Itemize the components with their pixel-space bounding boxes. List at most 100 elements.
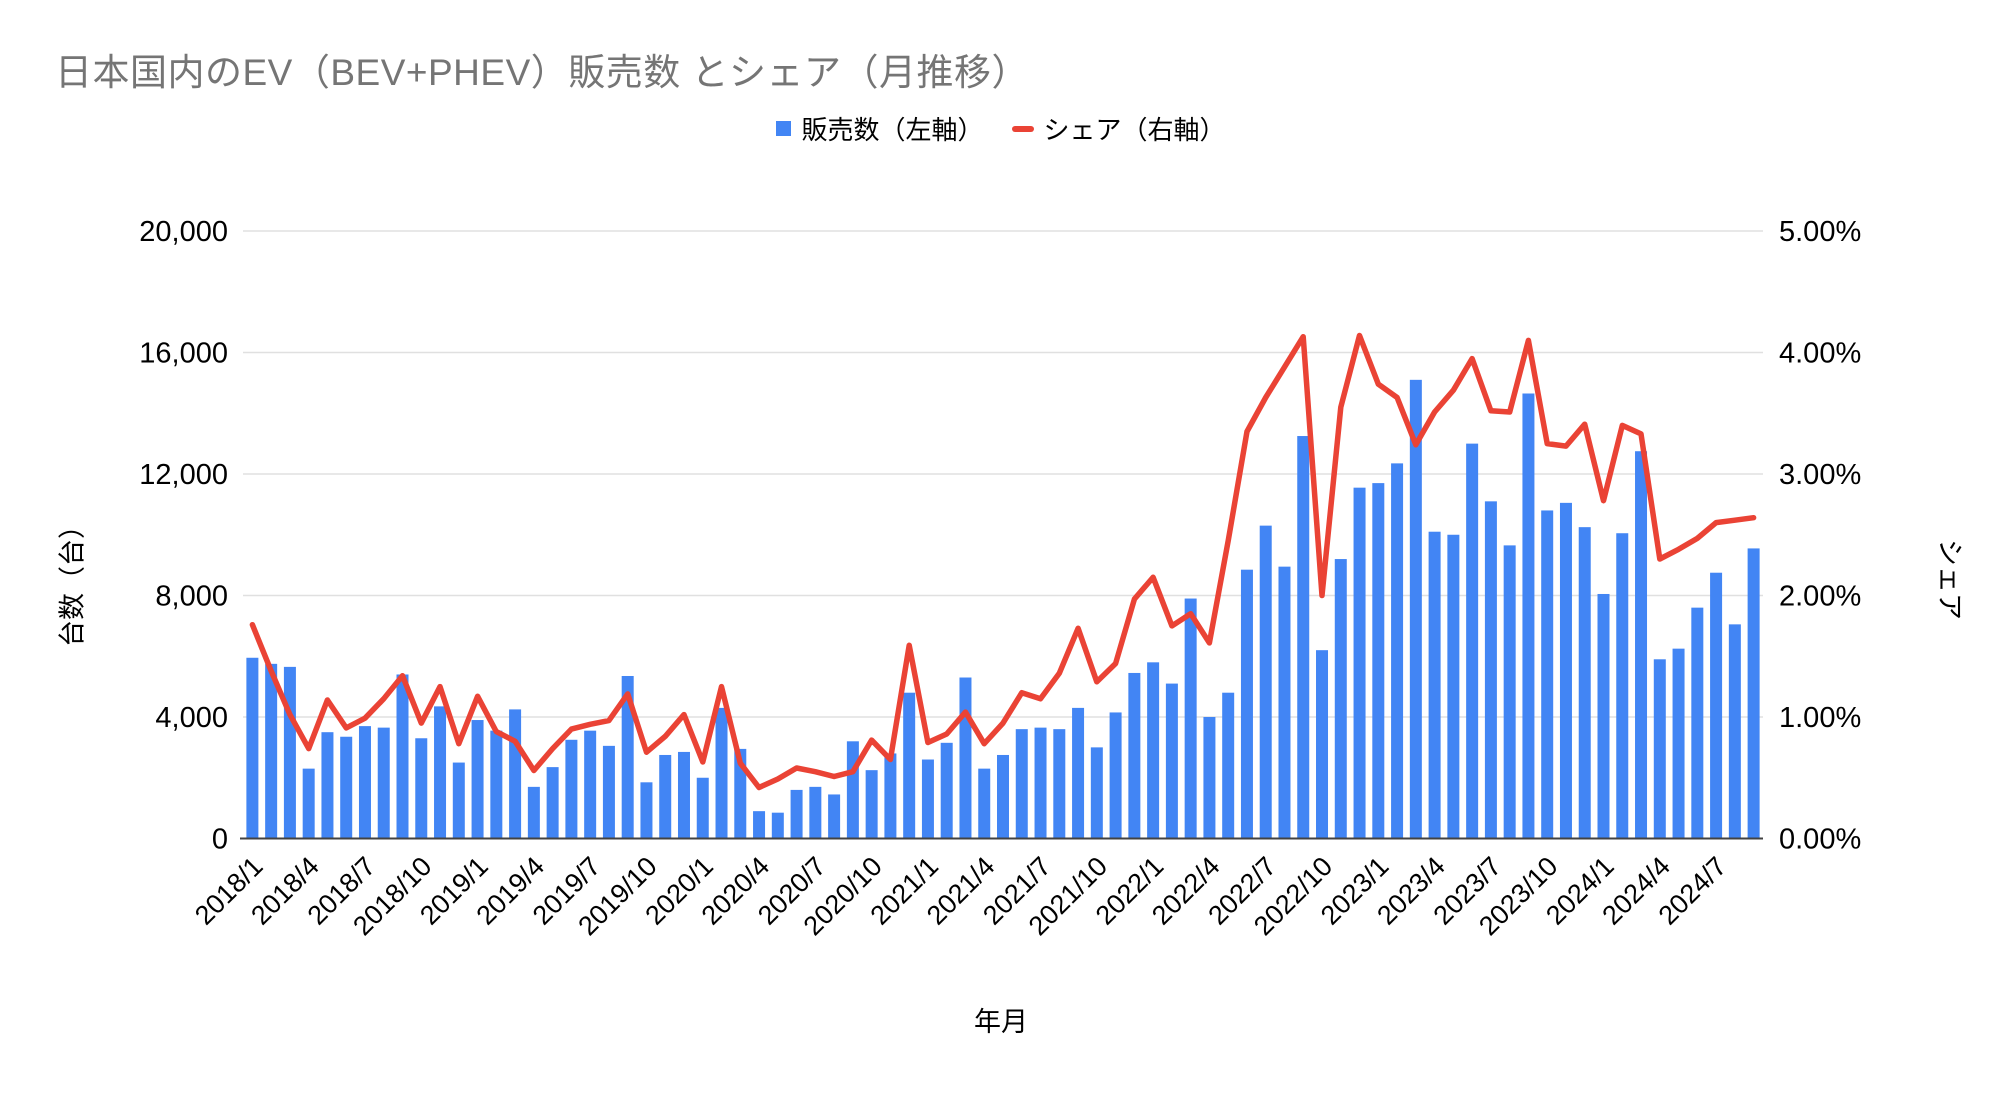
right-axis-tick-label: 3.00% xyxy=(1779,459,1861,491)
sales-bar xyxy=(1522,393,1535,839)
sales-bar xyxy=(1072,707,1085,839)
left-axis-tick-label: 4,000 xyxy=(155,702,228,734)
sales-bar xyxy=(246,657,259,839)
sales-bar xyxy=(1672,648,1685,839)
chart-title: 日本国内のEV（BEV+PHEV）販売数 とシェア（月推移） xyxy=(55,52,1030,93)
right-axis-tick-label: 5.00% xyxy=(1779,216,1861,248)
sales-bar xyxy=(846,741,859,839)
sales-bar xyxy=(1747,548,1760,839)
sales-bar xyxy=(790,789,803,839)
sales-bar xyxy=(865,770,878,839)
sales-bar xyxy=(340,736,353,839)
sales-bar xyxy=(565,739,578,839)
sales-bar xyxy=(527,786,540,839)
sales-bar xyxy=(302,768,315,839)
sales-bar xyxy=(602,745,615,839)
sales-bar xyxy=(1710,572,1723,839)
sales-bar xyxy=(1203,717,1216,839)
sales-bar xyxy=(1559,502,1572,839)
sales-bar xyxy=(1484,501,1497,839)
left-axis-tick-label: 20,000 xyxy=(139,216,228,248)
legend-item-sales: 販売数（左軸） xyxy=(776,110,984,147)
sales-bar xyxy=(1165,683,1178,839)
sales-bar xyxy=(1240,569,1253,839)
sales-bar xyxy=(1147,662,1160,839)
sales-bar xyxy=(452,762,465,839)
right-axis-tick-label: 2.00% xyxy=(1779,581,1861,613)
sales-bar xyxy=(1334,559,1347,839)
legend-item-share: シェア（右軸） xyxy=(1011,110,1226,147)
sales-bar xyxy=(1428,531,1441,839)
sales-bar xyxy=(1184,598,1197,839)
left-axis-title: 台数（台） xyxy=(57,512,88,647)
sales-bar xyxy=(1053,729,1066,839)
sales-bar xyxy=(1391,463,1404,839)
legend-sales-label: 販売数（左軸） xyxy=(801,115,984,145)
sales-bar xyxy=(1297,436,1310,839)
left-axis-tick-label: 12,000 xyxy=(139,459,228,491)
sales-bar xyxy=(1541,510,1554,839)
sales-bar xyxy=(1222,692,1235,839)
x-axis-title: 年月 xyxy=(974,1007,1028,1037)
sales-bar xyxy=(828,794,841,839)
share-line-series xyxy=(249,332,1757,791)
right-axis-title: シェア xyxy=(1934,539,1965,620)
sales-bar xyxy=(903,692,916,839)
x-axis-tick-labels: 2018/12018/42018/72018/102019/12019/4201… xyxy=(189,851,1732,941)
sales-bar xyxy=(546,767,559,839)
chart-legend: 販売数（左軸） シェア（右軸） xyxy=(0,110,2002,147)
sales-bar xyxy=(1616,533,1629,839)
sales-bar xyxy=(997,754,1009,839)
sales-bar xyxy=(640,782,653,839)
sales-bar xyxy=(396,674,409,839)
sales-bar xyxy=(1034,727,1047,839)
sales-bar xyxy=(1597,593,1610,839)
sales-bar xyxy=(1503,545,1516,839)
sales-bar xyxy=(1015,729,1028,839)
sales-bar xyxy=(677,751,690,839)
sales-bar xyxy=(584,730,597,839)
sales-bar xyxy=(434,706,447,839)
sales-bar xyxy=(715,707,728,839)
sales-bar xyxy=(1259,525,1272,839)
sales-bar xyxy=(884,753,897,839)
sales-bar xyxy=(321,732,334,839)
sales-bar xyxy=(771,812,784,839)
sales-bar xyxy=(265,663,278,839)
left-axis-tick-label: 0 xyxy=(212,824,228,856)
sales-bar xyxy=(1466,443,1479,839)
sales-bar xyxy=(1728,624,1741,839)
sales-bar xyxy=(621,675,634,839)
sales-bar xyxy=(415,738,428,839)
sales-bar xyxy=(940,742,953,839)
sales-bar xyxy=(1691,607,1704,839)
sales-bar xyxy=(377,727,390,839)
left-axis-tick-label: 8,000 xyxy=(155,581,228,613)
sales-bar xyxy=(659,754,672,839)
sales-bar xyxy=(1278,566,1291,839)
sales-bar xyxy=(959,677,972,839)
sales-bar xyxy=(809,786,822,839)
sales-bar xyxy=(1090,747,1103,839)
sales-bar xyxy=(1372,483,1385,839)
sales-bar xyxy=(696,777,709,839)
sales-bar xyxy=(283,666,296,839)
sales-bar xyxy=(1353,487,1366,839)
sales-bar xyxy=(1316,650,1329,839)
sales-bar xyxy=(1635,451,1648,839)
right-axis-tick-label: 4.00% xyxy=(1779,338,1861,370)
sales-bar xyxy=(1447,534,1460,839)
share-series-swatch-icon xyxy=(1011,125,1034,132)
sales-bar xyxy=(1128,672,1141,839)
sales-bar xyxy=(490,730,503,839)
sales-bar xyxy=(921,759,934,839)
sales-bar xyxy=(753,811,766,839)
sales-bar xyxy=(471,720,484,839)
sales-bar xyxy=(1109,712,1122,839)
right-axis-tick-label: 1.00% xyxy=(1779,702,1861,734)
sales-bar xyxy=(509,709,522,839)
sales-bar xyxy=(1409,379,1422,839)
sales-bar xyxy=(358,726,371,839)
